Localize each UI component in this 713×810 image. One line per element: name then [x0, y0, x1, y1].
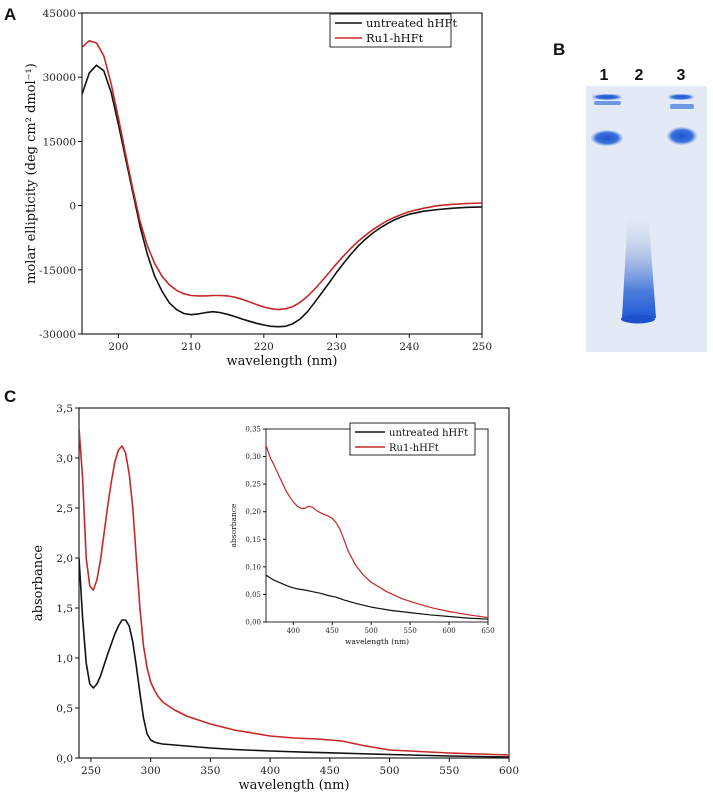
c-inset-plot-frame: [265, 428, 489, 623]
a-y-tick-label: -30000: [39, 329, 76, 341]
c-inset-y-tick-label: 0,20: [245, 508, 261, 516]
c-legend-label: untreated hHFt: [389, 428, 468, 439]
c-legend-box: [349, 422, 476, 456]
c-y-axis-label: absorbance: [31, 545, 46, 622]
c-x-tick-label: 600: [499, 765, 519, 777]
c-inset-x-axis-label: wavelength (nm): [345, 637, 409, 646]
a-legend-label: untreated hHFt: [366, 16, 457, 30]
c-y-tick-label: 1,0: [56, 653, 73, 665]
a-x-tick-label: 220: [254, 341, 274, 353]
a-y-tick-label: 0: [69, 201, 76, 213]
c-y-tick-label: 2,0: [56, 553, 73, 565]
a-y-tick-label: -15000: [39, 265, 76, 277]
c-inset-y-tick-label: 0,25: [245, 481, 261, 489]
c-inset-x-tick-label: 450: [326, 627, 339, 635]
a-x-tick-label: 230: [327, 341, 347, 353]
c-inset-series-untreated: [266, 574, 488, 620]
c-inset-series-ru1: [266, 445, 488, 619]
c-x-tick-label: 500: [380, 765, 400, 777]
a-legend-label: Ru1-hHFt: [366, 31, 424, 45]
c-x-tick-label: 400: [260, 765, 280, 777]
c-inset-x-tick-label: 650: [481, 627, 494, 635]
lane-3-band-top: [668, 94, 694, 100]
panel-c-label: C: [4, 387, 16, 406]
c-series-ru1: [79, 427, 509, 756]
c-inset-x-tick-label: 500: [364, 627, 377, 635]
gel-lane-label-2: 2: [635, 67, 644, 84]
a-y-tick-label: 30000: [43, 72, 76, 84]
gel-lane-label-3: 3: [677, 67, 686, 84]
c-inset-x-tick-label: 400: [287, 627, 300, 635]
c-x-tick-label: 450: [320, 765, 340, 777]
c-inset-x-tick-label: 600: [442, 627, 455, 635]
a-plot-frame: [81, 12, 483, 335]
panel-c-chart: 250 300 350 400 450 500 550 600 0,0 0,5 1,0 1,5 2,0 2…: [31, 403, 519, 793]
panel-a-chart: 200 210 220 230 240 250 -30000 -15000 0 15000 3000…: [24, 8, 492, 369]
a-x-tick-label: 200: [108, 341, 128, 353]
lane-1-band-main: [591, 130, 623, 146]
panel-b-gel: 1 2 3: [586, 67, 707, 352]
a-series-untreated: [82, 64, 482, 328]
lane-2-smear: [622, 210, 656, 318]
a-y-axis-label: molar ellipticity (deg cm² dmol⁻¹): [24, 63, 39, 284]
a-series-ru1: [82, 40, 482, 311]
c-series-untreated: [79, 557, 509, 758]
c-y-tick-label: 3,5: [56, 403, 73, 415]
a-legend-box: [329, 13, 452, 48]
a-x-tick-label: 250: [472, 341, 492, 353]
a-x-tick-label: 210: [181, 341, 201, 353]
a-x-axis-label: wavelength (nm): [226, 354, 337, 369]
c-inset-y-tick-label: 0,30: [245, 453, 261, 461]
c-inset-y-tick-label: 0,10: [245, 563, 261, 571]
c-x-tick-label: 350: [200, 765, 220, 777]
panel-b-label: B: [553, 40, 565, 59]
gel-lane-label-1: 1: [600, 67, 609, 84]
lane-1-band-top: [592, 94, 622, 100]
lane-1-band-mid: [594, 101, 621, 105]
c-inset-y-axis-label: absorbance: [229, 503, 238, 548]
a-y-tick-label: 45000: [43, 8, 76, 20]
c-inset-y-tick-label: 0,15: [245, 536, 261, 544]
a-x-tick-label: 240: [399, 341, 419, 353]
c-inset-x-tick-label: 550: [403, 627, 416, 635]
c-plot-frame: [78, 407, 510, 759]
c-y-tick-label: 1,5: [56, 603, 73, 615]
c-y-tick-label: 2,5: [56, 503, 73, 515]
lane-2-band-bottom: [621, 314, 655, 324]
lane-3-band-main: [667, 127, 697, 145]
c-x-tick-label: 250: [81, 765, 101, 777]
c-x-tick-label: 550: [439, 765, 459, 777]
c-inset-y-tick-label: 0,35: [245, 426, 261, 434]
c-y-tick-label: 0,5: [56, 703, 73, 715]
panel-a-label: A: [4, 5, 16, 24]
lane-3-band-mid: [670, 104, 694, 109]
c-y-tick-label: 0,0: [56, 753, 73, 765]
a-y-tick-label: 15000: [43, 136, 76, 148]
c-inset-y-tick-label: 0,00: [245, 619, 261, 627]
c-x-tick-label: 300: [141, 765, 161, 777]
c-inset-y-tick-label: 0,05: [245, 591, 261, 599]
c-x-axis-label: wavelength (nm): [238, 778, 349, 793]
c-legend-label: Ru1-hHFt: [389, 443, 439, 454]
c-y-tick-label: 3,0: [56, 453, 73, 465]
